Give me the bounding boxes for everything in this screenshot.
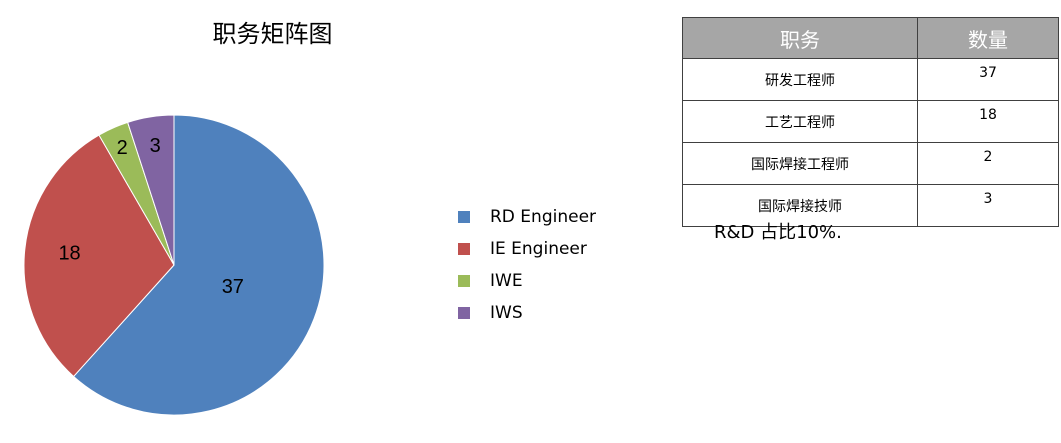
position-cell: 工艺工程师	[682, 100, 918, 143]
chart-title: 职务矩阵图	[212, 20, 333, 48]
count-cell: 37	[917, 58, 1059, 101]
table-row: 国际焊接工程师 2	[682, 142, 1059, 185]
pie-slice-rd-engineer	[72, 114, 325, 416]
count-cell: 2	[917, 142, 1059, 185]
count-cell: 3	[917, 184, 1059, 227]
header-count: 数量	[917, 17, 1059, 59]
table-row: 研发工程师 37	[682, 58, 1059, 101]
legend-label-iwe: IWE	[490, 271, 523, 291]
pie-slice-iws	[127, 114, 175, 266]
legend-item-ie-engineer: IE Engineer	[458, 233, 596, 265]
data-label-ie-engineer: 18	[58, 242, 80, 264]
position-count-table: 职务 数量 研发工程师 37 工艺工程师 18 国际焊接工程师 2 国际焊接技师…	[682, 17, 1059, 227]
table-row: 工艺工程师 18	[682, 100, 1059, 143]
data-label-iws: 3	[150, 135, 161, 157]
legend-label-iws: IWS	[490, 303, 523, 323]
count-cell: 18	[917, 100, 1059, 143]
pie-slice-ie-engineer	[23, 134, 175, 378]
header-position: 职务	[682, 17, 918, 59]
legend-item-iwe: IWE	[458, 265, 596, 297]
data-label-rd-engineer: 37	[222, 276, 244, 298]
legend: RD Engineer IE Engineer IWE IWS	[458, 201, 596, 329]
legend-label-rd-engineer: RD Engineer	[490, 207, 597, 227]
table-header-row: 职务 数量	[682, 17, 1059, 59]
legend-swatch-rd-engineer	[458, 211, 470, 223]
legend-item-iws: IWS	[458, 297, 596, 329]
table-row: 国际焊接技师 3	[682, 184, 1059, 227]
legend-swatch-iwe	[458, 275, 470, 287]
legend-swatch-iws	[458, 307, 470, 319]
position-cell: 国际焊接工程师	[682, 142, 918, 185]
position-cell: 研发工程师	[682, 58, 918, 101]
rd-ratio-note: R&D 占比10%.	[714, 222, 842, 243]
legend-label-ie-engineer: IE Engineer	[490, 239, 587, 259]
legend-item-rd-engineer: RD Engineer	[458, 201, 596, 233]
legend-swatch-ie-engineer	[458, 243, 470, 255]
position-cell: 国际焊接技师	[682, 184, 918, 227]
data-label-iwe: 2	[117, 137, 128, 159]
pie-chart: 37 18 2 3	[23, 114, 325, 416]
